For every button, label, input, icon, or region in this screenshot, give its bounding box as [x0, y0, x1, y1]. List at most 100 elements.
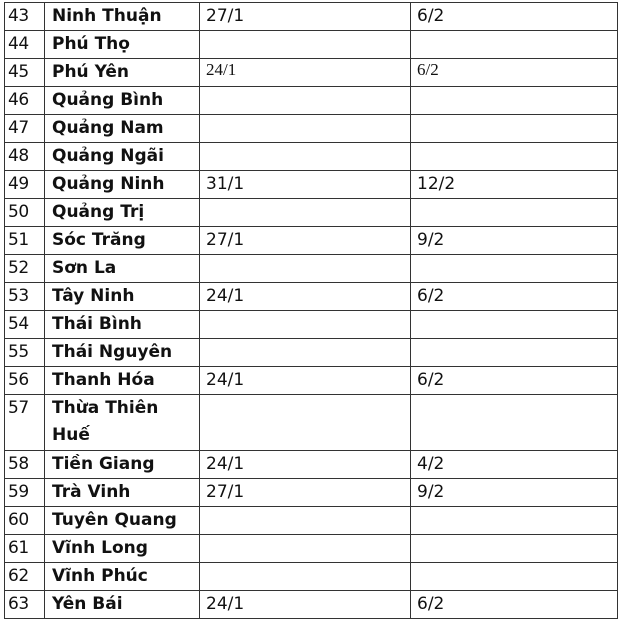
table-row: 56 Thanh Hóa 24/1 6/2 — [4, 366, 618, 395]
date1-cell — [199, 338, 411, 367]
date2-cell — [410, 338, 618, 367]
date1-cell — [199, 86, 411, 115]
date2-cell: 9/2 — [410, 477, 618, 507]
table-row: 46 Quảng Bình — [4, 86, 618, 115]
row-number-cell: 48 — [4, 142, 45, 171]
table-row: 50 Quảng Trị — [4, 198, 618, 227]
row-number-cell: 52 — [4, 254, 45, 283]
row-number-cell: 60 — [4, 505, 45, 535]
table-row: 63 Yên Bái 24/1 6/2 — [4, 589, 618, 619]
table-row: 43 Ninh Thuận 27/1 6/2 — [4, 2, 618, 31]
province-name-cell: Phú Thọ — [44, 30, 200, 59]
table-row: 51 Sóc Trăng 27/1 9/2 — [4, 226, 618, 255]
provinces-schedule-table: 43 Ninh Thuận 27/1 6/2 44 Phú Thọ 45 Phú Yên 24/… — [4, 2, 618, 619]
date2-cell: 6/2 — [410, 589, 618, 619]
table-row: 49 Quảng Ninh 31/1 12/2 — [4, 170, 618, 199]
row-number-cell: 51 — [4, 226, 45, 255]
province-name-cell: Vĩnh Phúc — [44, 561, 200, 591]
date2-cell: 6/2 — [410, 366, 618, 395]
row-number-cell: 43 — [4, 2, 45, 31]
table-row: 61 Vĩnh Long — [4, 533, 618, 563]
date1-cell: 24/1 — [199, 589, 411, 619]
province-name-cell: Quảng Bình — [44, 86, 200, 115]
row-number-cell: 53 — [4, 282, 45, 311]
row-number-cell: 61 — [4, 533, 45, 563]
row-number-cell: 46 — [4, 86, 45, 115]
row-number-cell: 45 — [4, 58, 45, 87]
date2-cell: 12/2 — [410, 170, 618, 199]
date2-cell — [410, 198, 618, 227]
row-number-cell: 55 — [4, 338, 45, 367]
date1-cell: 27/1 — [199, 477, 411, 507]
table-row: 59 Trà Vinh 27/1 9/2 — [4, 477, 618, 507]
province-name-cell: Yên Bái — [44, 589, 200, 619]
date1-cell — [199, 30, 411, 59]
date2-cell — [410, 394, 618, 451]
date2-cell — [410, 142, 618, 171]
province-name-cell: Quảng Trị — [44, 198, 200, 227]
date1-cell: 24/1 — [199, 449, 411, 479]
date2-cell — [410, 114, 618, 143]
province-name-cell: Sơn La — [44, 254, 200, 283]
province-name-cell: Thái Nguyên — [44, 338, 200, 367]
table-row: 58 Tiền Giang 24/1 4/2 — [4, 449, 618, 479]
date1-cell — [199, 198, 411, 227]
row-number-cell: 56 — [4, 366, 45, 395]
row-number-cell: 47 — [4, 114, 45, 143]
row-number-cell: 59 — [4, 477, 45, 507]
province-name-cell: Thừa Thiên Huế — [44, 394, 200, 451]
province-name-cell: Tây Ninh — [44, 282, 200, 311]
province-name-cell: Quảng Ninh — [44, 170, 200, 199]
province-name-cell: Thanh Hóa — [44, 366, 200, 395]
date2-cell — [410, 86, 618, 115]
table-row: 55 Thái Nguyên — [4, 338, 618, 367]
table-row: 62 Vĩnh Phúc — [4, 561, 618, 591]
table-row: 45 Phú Yên 24/1 6/2 — [4, 58, 618, 87]
row-number-cell: 62 — [4, 561, 45, 591]
date1-cell: 31/1 — [199, 170, 411, 199]
date1-cell — [199, 254, 411, 283]
date2-cell — [410, 533, 618, 563]
row-number-cell: 54 — [4, 310, 45, 339]
date2-cell: 6/2 — [410, 2, 618, 31]
table-row: 44 Phú Thọ — [4, 30, 618, 59]
date1-cell — [199, 394, 411, 451]
row-number-cell: 63 — [4, 589, 45, 619]
province-name-cell: Sóc Trăng — [44, 226, 200, 255]
row-number-cell: 50 — [4, 198, 45, 227]
province-name-cell: Trà Vinh — [44, 477, 200, 507]
date1-cell: 24/1 — [199, 366, 411, 395]
province-name-cell: Quảng Ngãi — [44, 142, 200, 171]
date2-cell: 6/2 — [410, 282, 618, 311]
row-number-cell: 57 — [4, 394, 45, 451]
date2-cell: 6/2 — [410, 58, 618, 87]
date1-cell: 24/1 — [199, 282, 411, 311]
date1-cell: 27/1 — [199, 2, 411, 31]
date1-cell: 27/1 — [199, 226, 411, 255]
province-name-cell: Quảng Nam — [44, 114, 200, 143]
province-name-cell: Tiền Giang — [44, 449, 200, 479]
date1-cell — [199, 561, 411, 591]
date2-cell — [410, 310, 618, 339]
province-name-cell: Thái Bình — [44, 310, 200, 339]
date2-cell: 9/2 — [410, 226, 618, 255]
table-row: 57 Thừa Thiên Huế — [4, 394, 618, 451]
date1-cell — [199, 505, 411, 535]
table-row: 48 Quảng Ngãi — [4, 142, 618, 171]
table-row: 52 Sơn La — [4, 254, 618, 283]
table-row: 60 Tuyên Quang — [4, 505, 618, 535]
date2-cell — [410, 30, 618, 59]
table-row: 47 Quảng Nam — [4, 114, 618, 143]
province-name-cell: Vĩnh Long — [44, 533, 200, 563]
date1-cell: 24/1 — [199, 58, 411, 87]
date2-cell — [410, 561, 618, 591]
row-number-cell: 44 — [4, 30, 45, 59]
table-row: 53 Tây Ninh 24/1 6/2 — [4, 282, 618, 311]
date1-cell — [199, 114, 411, 143]
date2-cell: 4/2 — [410, 449, 618, 479]
date2-cell — [410, 254, 618, 283]
date1-cell — [199, 533, 411, 563]
date1-cell — [199, 310, 411, 339]
table-row: 54 Thái Bình — [4, 310, 618, 339]
date2-cell — [410, 505, 618, 535]
